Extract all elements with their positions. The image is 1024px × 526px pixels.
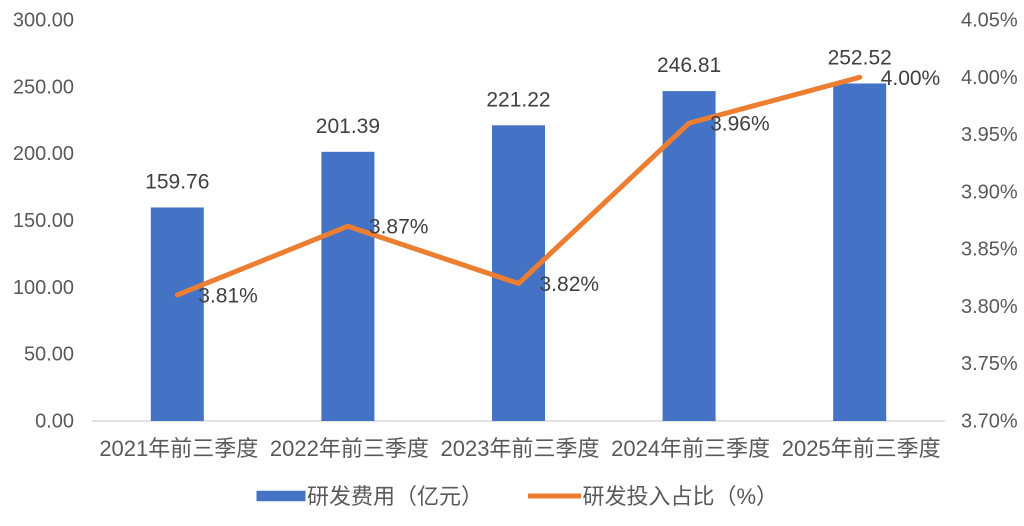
x-axis-category-label: 2025年前三季度	[782, 436, 941, 461]
left-axis-tick-label: 50.00	[24, 344, 74, 366]
legend-bar-label: 研发费用（亿元）	[307, 484, 483, 509]
right-axis-tick-label: 4.00%	[961, 67, 1018, 89]
left-axis-tick-label: 150.00	[13, 210, 74, 232]
bar	[321, 151, 375, 421]
bar	[833, 83, 887, 421]
right-axis-tick-label: 3.75%	[961, 353, 1018, 375]
bar	[492, 125, 545, 421]
left-axis-tick-label: 200.00	[13, 143, 74, 165]
right-axis-tick-label: 3.80%	[961, 296, 1018, 318]
right-axis-tick-label: 3.95%	[961, 124, 1018, 146]
x-axis-category-label: 2023年前三季度	[441, 436, 600, 461]
x-axis-category-label: 2021年前三季度	[99, 436, 258, 461]
line-data-label: 3.96%	[710, 113, 770, 136]
legend: 研发费用（亿元） 研发投入占比（%）	[256, 484, 779, 509]
bar	[662, 91, 716, 422]
right-axis-tick-label: 3.85%	[961, 239, 1018, 261]
bar-data-label: 252.52	[828, 46, 892, 69]
legend-bar-swatch	[256, 490, 306, 502]
left-axis-tick-label: 300.00	[13, 10, 74, 32]
line-data-label: 3.82%	[540, 273, 600, 296]
line-data-label: 4.00%	[881, 67, 941, 90]
x-axis: 2021年前三季度 2022年前三季度 2023年前三季度 2024年前三季度 2025…	[99, 436, 940, 461]
right-axis: 4.05% 4.00% 3.95% 3.90% 3.85% 3.80% 3.75% 3.70%	[961, 10, 1018, 433]
right-axis-tick-label: 3.70%	[961, 411, 1018, 433]
bar-series: 159.76 201.39 221.22 246.81 252.52	[145, 46, 892, 422]
left-axis-tick-label: 100.00	[13, 277, 74, 299]
right-axis-tick-label: 3.90%	[961, 181, 1018, 203]
left-axis-tick-label: 0.00	[35, 411, 74, 433]
right-axis-tick-label: 4.05%	[961, 10, 1018, 32]
x-axis-category-label: 2022年前三季度	[270, 436, 429, 461]
line-data-label: 3.81%	[198, 284, 258, 307]
line-path	[174, 74, 863, 298]
line-data-label: 3.87%	[369, 216, 429, 239]
bar-data-label: 221.22	[486, 88, 550, 111]
bar	[150, 207, 204, 421]
x-axis-category-label: 2024年前三季度	[611, 436, 770, 461]
line-series: 3.81% 3.87% 3.82% 3.96% 4.00%	[174, 67, 941, 307]
bar-data-label: 201.39	[316, 115, 380, 138]
bar-data-label: 159.76	[145, 170, 209, 193]
left-axis-tick-label: 250.00	[13, 76, 74, 98]
left-axis: 300.00 250.00 200.00 150.00 100.00 50.00 0.00	[13, 10, 74, 433]
legend-line-label: 研发投入占比（%）	[583, 484, 779, 509]
bar-data-label: 246.81	[657, 54, 721, 77]
